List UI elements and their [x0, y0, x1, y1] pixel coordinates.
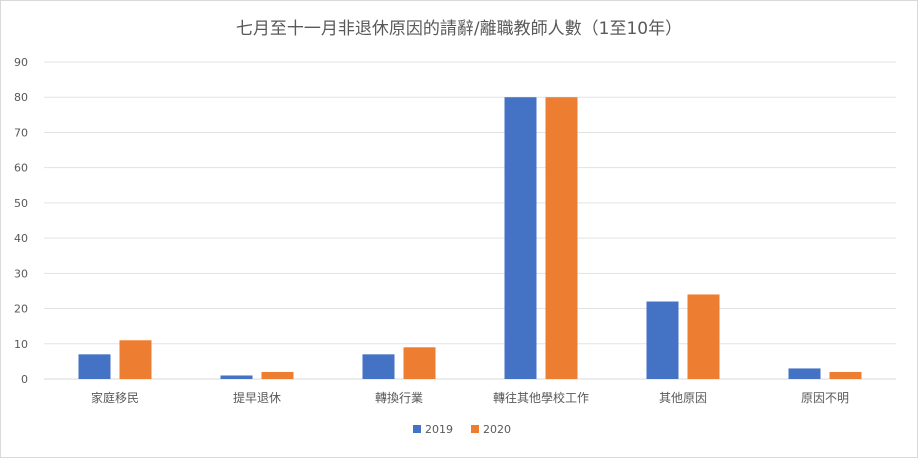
x-tick-label: 原因不明: [801, 391, 849, 405]
bar-2020: [261, 371, 294, 379]
bar-2020: [829, 371, 862, 379]
y-tick-label: 60: [14, 162, 28, 175]
bar-2019: [78, 354, 111, 379]
y-axis-ticks: 0 10 20 30 40 50 60 70 80 90: [14, 56, 28, 386]
legend-label-2019: 2019: [425, 423, 453, 436]
gridlines: [44, 61, 896, 380]
y-tick-label: 0: [21, 373, 28, 386]
bars: [78, 97, 862, 379]
x-tick-label: 提早退休: [233, 390, 281, 405]
y-tick-label: 10: [14, 338, 28, 351]
y-tick-label: 70: [14, 126, 28, 139]
bar-2020: [403, 347, 436, 379]
x-tick-label: 轉換行業: [375, 391, 423, 405]
bar-2020: [119, 340, 152, 379]
legend-swatch-2019: [413, 425, 421, 433]
y-tick-label: 90: [14, 56, 28, 69]
x-tick-label: 其他原因: [659, 391, 707, 405]
legend-swatch-2020: [471, 425, 479, 433]
bar-2019: [788, 368, 821, 379]
y-tick-label: 20: [14, 303, 28, 316]
legend: 2019 2020: [413, 423, 511, 436]
y-tick-label: 50: [14, 197, 28, 210]
bar-2020: [687, 294, 720, 379]
x-tick-label: 家庭移民: [91, 390, 139, 405]
bar-2019: [504, 97, 537, 379]
chart-title: 七月至十一月非退休原因的請辭/離職教師人數（1至10年）: [236, 19, 682, 39]
y-tick-label: 40: [14, 232, 28, 245]
y-tick-label: 30: [14, 267, 28, 280]
bar-2019: [362, 354, 395, 379]
bar-2019: [646, 301, 679, 379]
bar-2020: [545, 97, 578, 379]
x-tick-label: 轉往其他學校工作: [493, 390, 589, 405]
x-axis-labels: 家庭移民 提早退休 轉換行業 轉往其他學校工作 其他原因 原因不明: [91, 390, 849, 405]
y-tick-label: 80: [14, 91, 28, 104]
legend-label-2020: 2020: [483, 423, 511, 436]
bar-2019: [220, 375, 253, 379]
